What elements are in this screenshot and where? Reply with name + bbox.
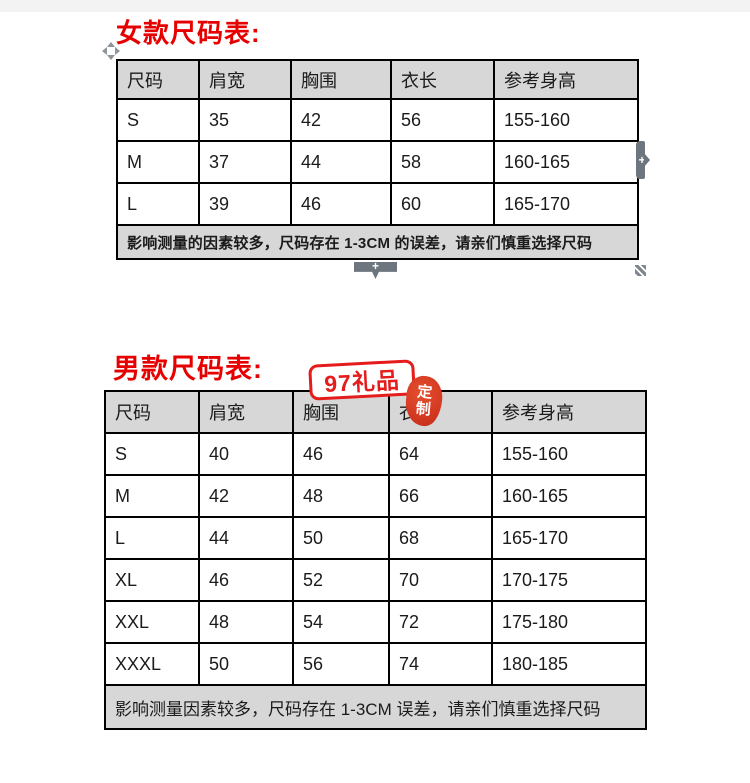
size-cell: S: [116, 98, 200, 142]
size-cell: 40: [198, 432, 294, 476]
size-cell: 42: [198, 474, 294, 518]
top-strip: [0, 0, 750, 12]
size-row: M 37 44 58 160-165: [116, 140, 639, 184]
size-cell: 35: [198, 98, 292, 142]
arrow-left-icon: [102, 47, 107, 55]
table-move-icon[interactable]: [102, 42, 120, 60]
size-cell: 44: [198, 516, 294, 560]
women-size-table-grid: 尺码 肩宽 胸围 衣长 参考身高 S 35 42 56 155-160 M 37 44 58 160-165…: [116, 59, 639, 260]
arrow-down-icon: [107, 55, 115, 60]
size-cell: XL: [104, 558, 200, 602]
note-cell: 影响测量的因素较多，尺码存在 1-3CM 的误差，请亲们慎重选择尺码: [116, 224, 639, 260]
women-size-chart-title: 女款尺码表:: [116, 18, 261, 48]
size-row: S 35 42 56 155-160: [116, 98, 639, 142]
size-cell: 56: [390, 98, 495, 142]
size-cell: 52: [292, 558, 390, 602]
column-header: 参考身高: [493, 59, 639, 100]
size-cell: 58: [390, 140, 495, 184]
size-row: M 42 48 66 160-165: [104, 474, 647, 518]
men-size-chart-title: 男款尺码表:: [113, 354, 263, 384]
size-cell: 68: [388, 516, 493, 560]
column-header: 肩宽: [198, 390, 294, 434]
size-cell: 56: [292, 642, 390, 686]
size-cell: 46: [198, 558, 294, 602]
table-resize-icon[interactable]: [635, 265, 646, 276]
insert-row-plus-icon[interactable]: +: [354, 262, 397, 279]
size-cell: S: [104, 432, 200, 476]
size-cell: M: [116, 140, 200, 184]
size-cell: 66: [388, 474, 493, 518]
note-row: 影响测量的因素较多，尺码存在 1-3CM 的误差，请亲们慎重选择尺码: [116, 224, 639, 260]
size-cell: 37: [198, 140, 292, 184]
column-header: 胸围: [290, 59, 392, 100]
column-header: 尺码: [104, 390, 200, 434]
men-size-table: 尺码肩宽胸围衣长参考身高S404664155-160M424866160-165…: [104, 390, 647, 730]
size-cell: 64: [388, 432, 493, 476]
size-cell: 74: [388, 642, 493, 686]
column-header: 肩宽: [198, 59, 292, 100]
size-cell: 44: [290, 140, 392, 184]
size-cell: 50: [198, 642, 294, 686]
size-cell: M: [104, 474, 200, 518]
size-cell: 165-170: [493, 182, 639, 226]
size-row: L 44 50 68 165-170: [104, 516, 647, 560]
arrow-up-icon: [107, 42, 115, 47]
size-row: L 39 46 60 165-170: [116, 182, 639, 226]
size-cell: 160-165: [493, 140, 639, 184]
size-cell: 48: [292, 474, 390, 518]
size-cell: 70: [388, 558, 493, 602]
size-cell: XXL: [104, 600, 200, 644]
insert-column-plus-icon[interactable]: +: [636, 141, 650, 179]
size-cell: 175-180: [491, 600, 647, 644]
watermark-badge: 97礼品: [308, 359, 416, 401]
size-cell: L: [104, 516, 200, 560]
size-cell: 50: [292, 516, 390, 560]
size-row: S 40 46 64 155-160: [104, 432, 647, 476]
size-cell: 42: [290, 98, 392, 142]
size-cell: 48: [198, 600, 294, 644]
size-row: XXL 48 54 72 175-180: [104, 600, 647, 644]
note-cell: 影响测量因素较多，尺码存在 1-3CM 误差，请亲们慎重选择尺码: [104, 684, 647, 730]
size-row: XXXL 50 56 74 180-185: [104, 642, 647, 686]
arrow-right-icon: [115, 47, 120, 55]
size-cell: 170-175: [491, 558, 647, 602]
size-row: XL 46 52 70 170-175: [104, 558, 647, 602]
seal-char-bottom: 制: [415, 400, 432, 419]
men-size-table-grid: 尺码肩宽胸围衣长参考身高S404664155-160M424866160-165…: [104, 390, 647, 730]
women-size-table: 尺码 肩宽 胸围 衣长 参考身高 S 35 42 56 155-160 M 37 44 58 160-165…: [116, 59, 639, 260]
size-cell: 165-170: [491, 516, 647, 560]
size-cell: 46: [290, 182, 392, 226]
column-header: 尺码: [116, 59, 200, 100]
size-cell: 160-165: [491, 474, 647, 518]
size-cell: 72: [388, 600, 493, 644]
size-cell: L: [116, 182, 200, 226]
column-header: 衣长: [390, 59, 495, 100]
size-cell: 54: [292, 600, 390, 644]
size-cell: 155-160: [491, 432, 647, 476]
plus-glyph: +: [371, 259, 379, 273]
seal-char-top: 定: [416, 383, 433, 402]
size-cell: 60: [390, 182, 495, 226]
size-cell: 155-160: [493, 98, 639, 142]
column-header: 参考身高: [491, 390, 647, 434]
size-cell: 180-185: [491, 642, 647, 686]
watermark-text: 97礼品: [323, 367, 401, 397]
header-row: 尺码肩宽胸围衣长参考身高: [116, 59, 639, 100]
size-cell: 39: [198, 182, 292, 226]
size-cell: XXXL: [104, 642, 200, 686]
note-row: 影响测量因素较多，尺码存在 1-3CM 误差，请亲们慎重选择尺码: [104, 684, 647, 730]
size-cell: 46: [292, 432, 390, 476]
plus-glyph: +: [638, 153, 646, 167]
